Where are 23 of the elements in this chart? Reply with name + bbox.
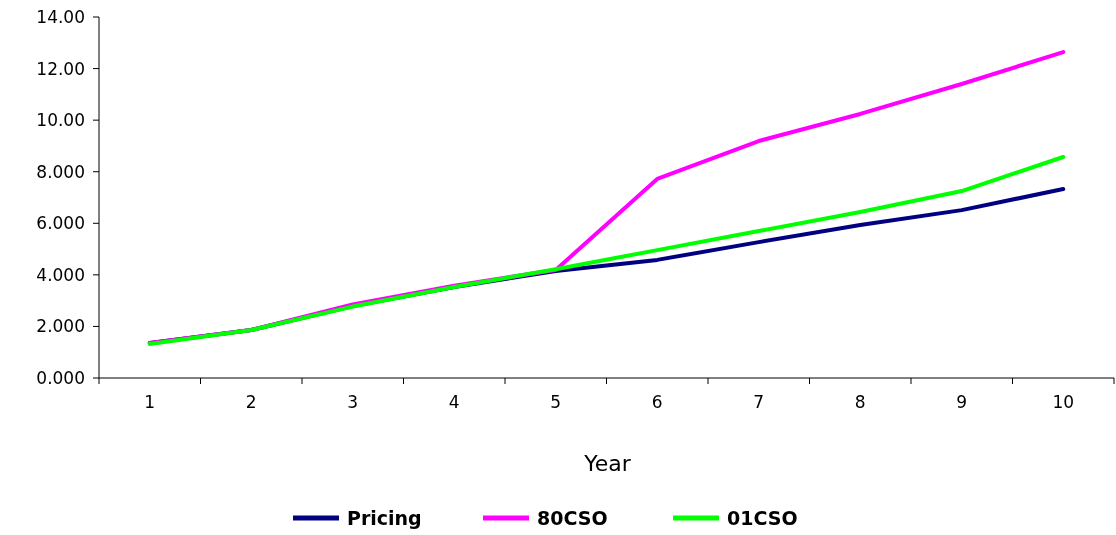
y-tick-label: 0.000 <box>36 367 85 388</box>
y-tick-label: 8.000 <box>36 161 85 182</box>
y-tick-label: 12.00 <box>36 58 85 79</box>
x-tick-label: 2 <box>245 392 257 412</box>
y-tick-label: 4.000 <box>36 264 85 285</box>
y-tick-label: 2.000 <box>36 316 85 337</box>
y-tick-label: 14.00 <box>36 6 85 27</box>
line-series <box>147 155 1066 346</box>
y-tick-label: 10.00 <box>36 110 85 131</box>
legend-label: 01CSO <box>727 506 798 529</box>
y-tick-label: 6.000 <box>36 213 85 234</box>
x-tick-label: 7 <box>753 392 765 412</box>
x-tick-label: 4 <box>448 392 460 412</box>
x-axis-title: Year <box>583 451 632 476</box>
x-tick-label: 10 <box>1052 392 1075 412</box>
legend-label: 80CSO <box>537 506 608 529</box>
x-tick-label: 1 <box>144 392 156 412</box>
x-tick-label: 5 <box>550 392 562 412</box>
x-tick-label: 3 <box>347 392 359 412</box>
x-tick-label: 8 <box>854 392 866 412</box>
x-tick-label: 6 <box>651 392 663 412</box>
x-tick-label: 9 <box>956 392 968 412</box>
legend-label: Pricing <box>347 506 422 529</box>
